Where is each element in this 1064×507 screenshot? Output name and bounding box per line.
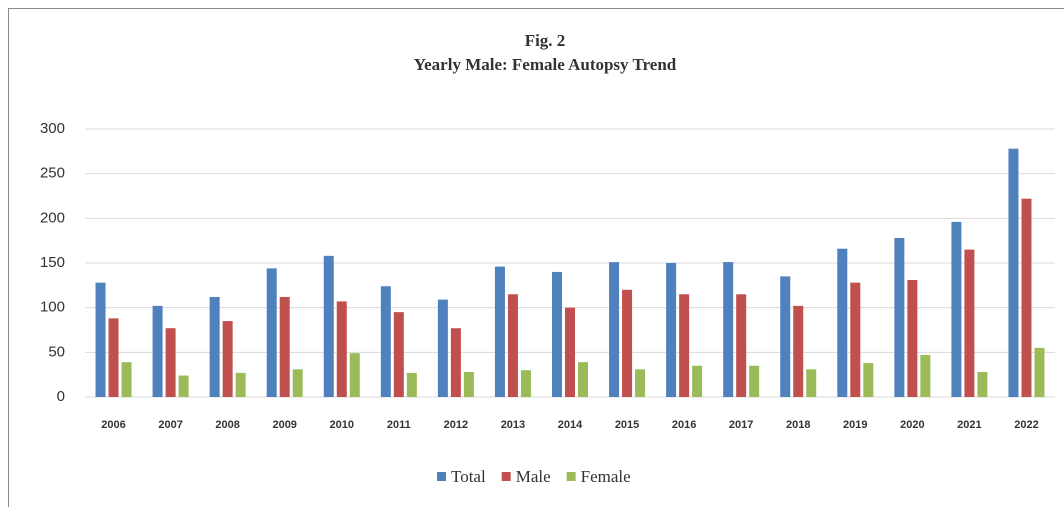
bar [578,362,588,397]
y-tick-label: 250 [40,165,65,182]
bar [977,371,988,397]
y-tick-label: 50 [48,343,65,360]
bar [279,296,290,397]
bar [152,305,163,397]
bar [1034,347,1045,397]
bar [837,248,848,397]
legend-label: Female [581,467,631,486]
y-tick-label: 200 [40,209,65,226]
bar [450,328,461,397]
bar [266,268,277,397]
x-tick-label: 2013 [501,419,525,431]
bar [679,294,690,397]
x-tick-label: 2008 [215,419,239,431]
x-tick-label: 2014 [558,419,583,431]
bar [894,237,905,397]
legend-label: Total [451,467,486,486]
bar [552,271,562,397]
bar [406,372,417,397]
bar [235,372,246,397]
bar [780,276,791,397]
bar [666,263,677,397]
legend-swatch [566,472,576,481]
bar [622,289,633,397]
y-tick-label: 150 [40,254,65,271]
bar [951,221,962,397]
bar [380,286,391,397]
bar [292,369,303,397]
bar [95,282,106,397]
bar [349,353,360,397]
bar [165,328,176,397]
bar [507,294,518,397]
bar [437,299,448,397]
bar [1021,198,1032,397]
figure-label: Fig. 2 [525,31,566,50]
x-tick-label: 2019 [843,419,867,431]
y-tick-label: 0 [57,388,65,405]
bar [920,355,931,397]
x-tick-label: 2012 [444,419,468,431]
x-tick-label: 2017 [729,419,753,431]
bar [222,321,233,397]
bar [964,249,975,397]
bar [178,375,189,397]
x-tick-label: 2010 [330,419,354,431]
bar [520,370,531,397]
bar [463,371,474,397]
x-tick-label: 2009 [272,419,296,431]
bar [494,266,505,397]
x-tick-label: 2011 [387,419,411,431]
bar [336,301,347,397]
bar [393,312,404,397]
legend-label: Male [516,467,551,486]
x-tick-label: 2022 [1014,419,1038,431]
bar [323,255,334,397]
bar [209,296,220,397]
x-tick-label: 2020 [900,419,924,431]
y-tick-label: 100 [40,299,65,316]
x-tick-label: 2007 [158,419,182,431]
x-tick-label: 2016 [672,419,696,431]
legend-swatch [437,472,446,481]
bar [850,282,861,397]
bar [609,262,620,397]
bar [793,305,804,397]
bar [723,262,734,397]
y-tick-label: 300 [40,120,65,137]
bar [806,369,817,397]
bar [749,365,760,397]
bar [863,363,874,397]
bar [108,318,119,397]
x-tick-label: 2015 [615,419,639,431]
bar [635,369,646,397]
x-tick-label: 2021 [957,419,981,431]
bar [121,362,132,397]
bar [907,279,918,397]
chart-frame [8,8,1064,507]
bar [736,294,747,397]
legend-swatch [501,472,511,481]
x-tick-label: 2006 [101,419,125,431]
x-tick-label: 2018 [786,419,810,431]
chart-title: Yearly Male: Female Autopsy Trend [414,55,677,74]
bar [1008,148,1019,397]
bar [692,365,703,397]
bar [565,307,575,397]
